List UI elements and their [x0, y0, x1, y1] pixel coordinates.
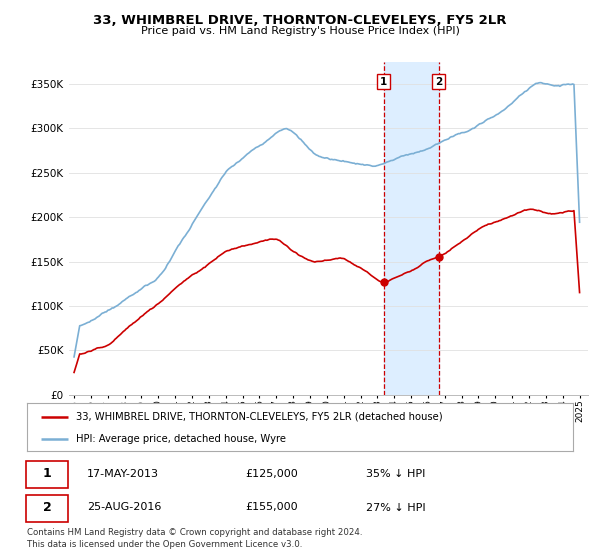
Text: 27% ↓ HPI: 27% ↓ HPI [365, 502, 425, 512]
Text: £155,000: £155,000 [245, 502, 298, 512]
Text: 35% ↓ HPI: 35% ↓ HPI [365, 469, 425, 479]
Text: 33, WHIMBREL DRIVE, THORNTON-CLEVELEYS, FY5 2LR: 33, WHIMBREL DRIVE, THORNTON-CLEVELEYS, … [93, 14, 507, 27]
Text: 25-AUG-2016: 25-AUG-2016 [87, 502, 161, 512]
Text: 1: 1 [380, 77, 387, 87]
Text: 33, WHIMBREL DRIVE, THORNTON-CLEVELEYS, FY5 2LR (detached house): 33, WHIMBREL DRIVE, THORNTON-CLEVELEYS, … [76, 412, 443, 422]
Text: 2: 2 [43, 501, 52, 514]
FancyBboxPatch shape [26, 494, 68, 521]
Text: HPI: Average price, detached house, Wyre: HPI: Average price, detached house, Wyre [76, 435, 286, 445]
Text: Contains HM Land Registry data © Crown copyright and database right 2024.
This d: Contains HM Land Registry data © Crown c… [27, 528, 362, 549]
Text: £125,000: £125,000 [245, 469, 298, 479]
Text: 17-MAY-2013: 17-MAY-2013 [87, 469, 159, 479]
Bar [383, 62, 439, 395]
FancyBboxPatch shape [26, 461, 68, 488]
Text: Price paid vs. HM Land Registry's House Price Index (HPI): Price paid vs. HM Land Registry's House … [140, 26, 460, 36]
Text: 2: 2 [435, 77, 442, 87]
Text: 1: 1 [43, 468, 52, 480]
